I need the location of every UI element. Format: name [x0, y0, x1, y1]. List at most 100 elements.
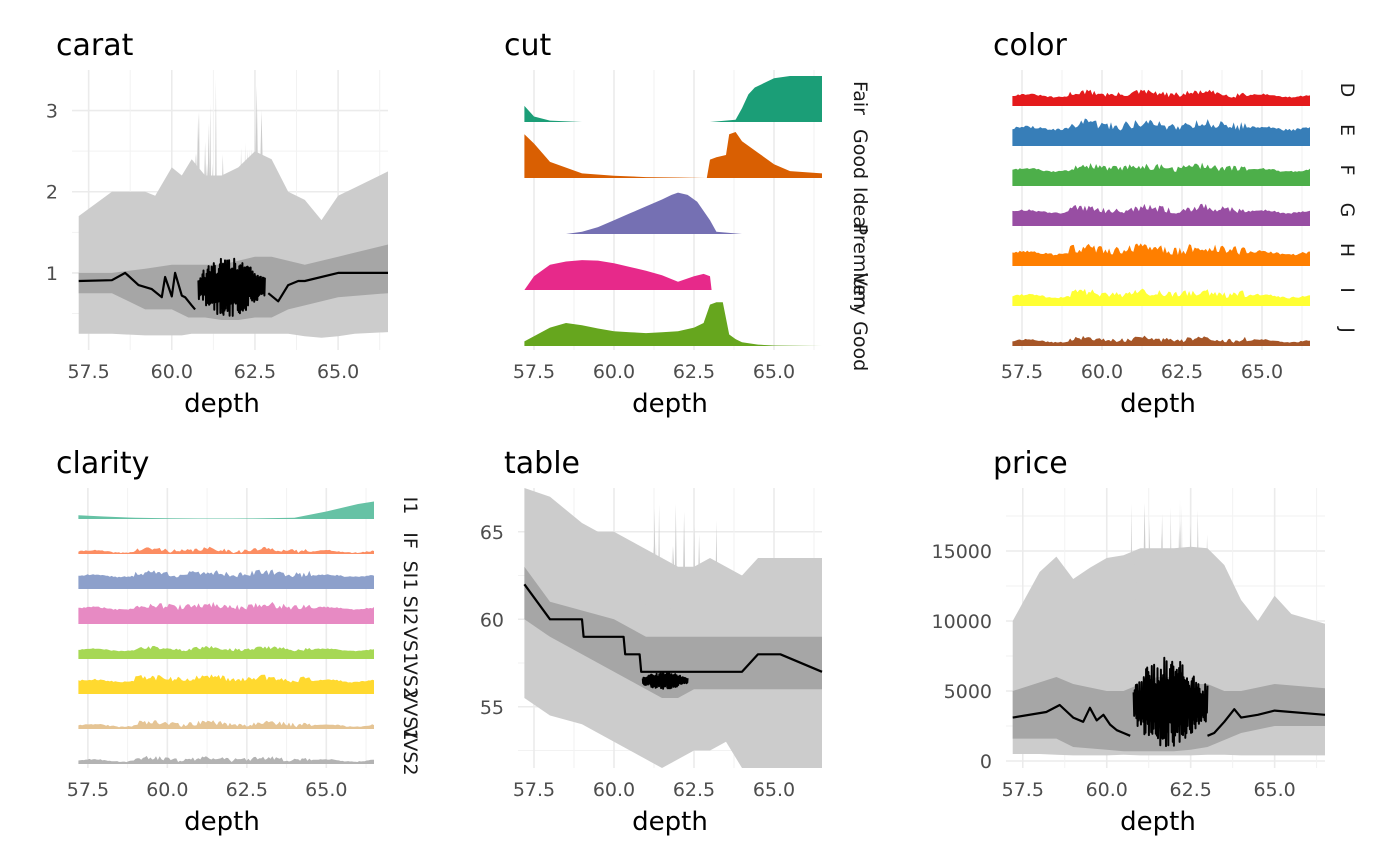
ridge-area-f — [1012, 162, 1310, 186]
x-tick-label: 57.5 — [1001, 361, 1043, 383]
ridge-area-e — [1012, 118, 1310, 146]
ridge-area-i1 — [78, 501, 375, 519]
facet-strip-label: E — [1336, 124, 1358, 136]
facet-strip-label: VS1 — [399, 627, 421, 664]
facet-strip-label: G — [1336, 203, 1358, 218]
x-tick-label: 62.5 — [1170, 779, 1212, 801]
panel-title: cut — [504, 28, 552, 63]
ridge-area-g — [1012, 203, 1310, 226]
ridge-area-fair — [524, 76, 822, 122]
ridge-area-premium — [524, 260, 712, 290]
ridge-area-vvs1 — [78, 720, 375, 729]
panel-clarity: 57.5 60.0 62.5 65.0 I1 IF SI1 SI2VS1VS2VVS1VVS2… — [56, 446, 421, 837]
x-axis-label: depth — [632, 389, 708, 419]
x-tick-label: 62.5 — [226, 779, 268, 801]
ridge-area-h — [1012, 243, 1310, 266]
x-tick-label: 62.5 — [673, 361, 715, 383]
median-line — [1012, 703, 1131, 737]
facet-strip-label: D — [1336, 83, 1358, 98]
ridge-area-good — [524, 132, 822, 178]
x-tick-label: 60.0 — [1086, 779, 1128, 801]
median-line — [523, 583, 823, 673]
x-axis-label: depth — [1120, 389, 1196, 419]
x-tick-label: 60.0 — [146, 779, 188, 801]
facet-strip-label: Good — [849, 129, 871, 179]
y-tick-label: 2 — [46, 182, 58, 204]
x-tick-label: 57.5 — [513, 779, 555, 801]
x-axis-label: depth — [632, 807, 708, 837]
panel-title: clarity — [56, 446, 149, 481]
facet-strip-label: J — [1336, 326, 1358, 333]
median-line — [78, 271, 196, 311]
y-tick-label: 60 — [480, 609, 504, 631]
facet-strip-label: VS2 — [399, 662, 421, 699]
y-tick-label: 5000 — [944, 681, 992, 703]
x-axis-label: depth — [184, 389, 260, 419]
ridge-area-if — [78, 546, 375, 554]
facet-strip-label: SI1 — [399, 561, 421, 591]
panel-title: carat — [56, 28, 134, 63]
panel-table: 55 60 65 57.5 60.0 62.5 65.0 table depth — [480, 446, 823, 837]
ridge-area-vs2 — [78, 674, 375, 694]
median-line-dense — [197, 257, 266, 317]
panel-title: table — [504, 446, 580, 481]
facet-strip-label: Very Good — [849, 273, 871, 371]
x-tick-label: 65.0 — [753, 779, 795, 801]
x-tick-label: 60.0 — [151, 361, 193, 383]
facet-strip-label: H — [1336, 243, 1358, 257]
x-tick-label: 65.0 — [753, 361, 795, 383]
band-spikes — [192, 79, 264, 210]
ridge-area-si2 — [78, 601, 375, 624]
x-tick-label: 65.0 — [1241, 361, 1283, 383]
x-axis-label: depth — [1120, 807, 1196, 837]
facet-strip-label: VVS1 — [399, 690, 421, 740]
x-tick-label: 62.5 — [1161, 361, 1203, 383]
panel-cut: 57.5 60.0 62.5 65.0 Fair Good IdealPremiumVery… — [504, 28, 871, 419]
x-tick-label: 57.5 — [67, 361, 109, 383]
facet-strip-label: I1 — [399, 497, 421, 515]
x-axis-label: depth — [184, 807, 260, 837]
x-tick-label: 65.0 — [1253, 779, 1295, 801]
x-tick-label: 62.5 — [234, 361, 276, 383]
y-tick-label: 15000 — [932, 541, 992, 563]
x-tick-label: 60.0 — [593, 779, 635, 801]
median-line-dense — [1132, 656, 1209, 748]
x-tick-label: 60.0 — [1081, 361, 1123, 383]
facet-strip-label: Fair — [849, 81, 871, 115]
facet-strip-label: SI2 — [399, 596, 421, 626]
y-tick-label: 0 — [980, 751, 992, 773]
band-spikes — [1130, 499, 1211, 628]
panel-carat: 1 2 3 57.5 60.0 62.5 65.0 carat depth — [46, 28, 388, 419]
ridge-area-i — [1012, 288, 1310, 306]
ridge-area-d — [1012, 89, 1310, 106]
median-line — [1207, 708, 1326, 737]
y-tick-label: 3 — [46, 101, 58, 123]
y-tick-label: 10000 — [932, 611, 992, 633]
panel-price: 0 5000 10000 15000 57.5 60.0 62.5 65.0 price dept… — [932, 446, 1326, 837]
ridge-area-j — [1012, 335, 1310, 346]
facet-strip-label: IF — [399, 532, 421, 549]
x-tick-label: 62.5 — [673, 779, 715, 801]
y-tick-label: 1 — [46, 263, 58, 285]
x-tick-label: 57.5 — [67, 779, 109, 801]
panel-title: color — [993, 28, 1068, 63]
ridge-area-ideal — [566, 192, 822, 234]
facet-strip-label: VVS2 — [399, 725, 421, 775]
y-tick-label: 65 — [480, 522, 504, 544]
facet-strip-label: I — [1336, 287, 1358, 293]
median-line — [267, 271, 388, 303]
x-tick-label: 57.5 — [1002, 779, 1044, 801]
facet-strip-label: Premium — [849, 224, 871, 309]
y-tick-label: 55 — [480, 697, 504, 719]
x-tick-label: 60.0 — [593, 361, 635, 383]
ridge-area-si1 — [78, 569, 375, 589]
x-tick-label: 65.0 — [305, 779, 347, 801]
ridge-area-vvs2 — [78, 755, 375, 764]
facet-strip-label: F — [1336, 165, 1358, 176]
ridge-area-vs1 — [78, 645, 375, 659]
band-spikes — [632, 503, 718, 628]
ridge-area-very-good — [524, 302, 822, 346]
facet-strip-label: Ideal — [849, 187, 871, 233]
